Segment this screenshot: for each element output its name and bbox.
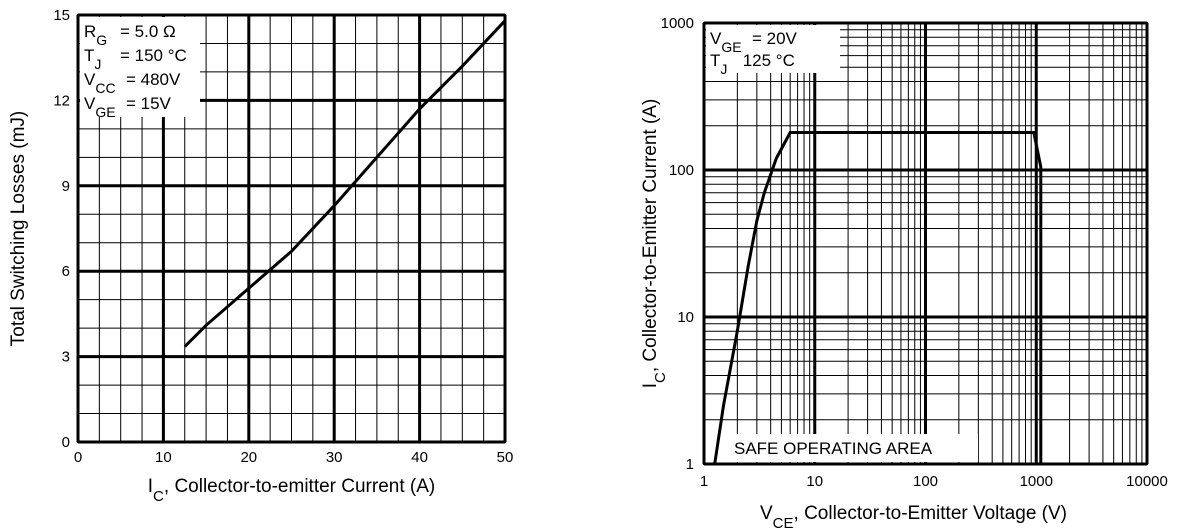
left-x-tick-label: 0 — [74, 449, 82, 466]
left-condition-0-value: = 5.0 Ω — [120, 22, 176, 41]
right-y-label-main: I — [640, 383, 661, 388]
left-condition-1-value: = 150 °C — [120, 46, 187, 65]
left-tick-labels: 0 10 20 30 40 50 0 3 6 9 12 15 — [53, 7, 513, 466]
left-x-label-sub: C — [153, 488, 164, 505]
left-x-tick-label: 40 — [411, 449, 428, 466]
left-y-tick-label: 6 — [62, 263, 70, 280]
left-condition-1: TJ = 150 °C — [84, 46, 187, 72]
right-condition-1-value: 125 °C — [738, 51, 795, 70]
right-grid — [702, 21, 1149, 466]
left-y-tick-label: 15 — [53, 7, 70, 24]
right-x-label-rest: , Collector-to-Emitter Voltage (V) — [794, 503, 1067, 524]
right-condition-1: TJ 125 °C — [710, 51, 795, 77]
left-y-tick-label: 0 — [62, 434, 70, 451]
right-x-tick-label: 100 — [913, 473, 938, 490]
left-condition-2-subscript: CC — [95, 80, 115, 96]
right-x-tick-label: 10000 — [1126, 473, 1168, 490]
left-condition-2-value: = 480V — [126, 70, 181, 89]
left-conditions-box — [80, 17, 200, 117]
left-y-tick-label: 12 — [53, 92, 70, 109]
left-condition-0-symbol: R — [84, 22, 96, 41]
right-y-tick-label: 10 — [677, 309, 694, 326]
left-condition-3: VGE = 15V — [84, 94, 172, 120]
left-x-label-rest: , Collector-to-emitter Current (A) — [164, 476, 435, 497]
left-y-tick-label: 9 — [62, 178, 70, 195]
right-condition-0-value: = 20V — [752, 29, 798, 48]
left-condition-1-subscript: J — [94, 56, 101, 72]
right-soa-label-box — [726, 434, 978, 462]
right-x-tick-label: 10 — [806, 473, 823, 490]
right-condition-0-symbol: V — [710, 29, 722, 48]
right-y-tick-label: 1 — [686, 456, 694, 473]
right-y-label-rest: , Collector-to-Emitter Current (A) — [640, 99, 661, 372]
right-x-tick-label: 1000 — [1020, 473, 1053, 490]
left-condition-1-symbol: T — [84, 46, 94, 65]
left-y-tick-label: 3 — [62, 349, 70, 366]
right-condition-1-subscript: J — [720, 61, 727, 77]
right-plot-frame — [703, 22, 1148, 465]
left-condition-2-symbol: V — [84, 70, 96, 89]
right-x-label-sub: CE — [773, 515, 794, 531]
right-condition-0: VGE = 20V — [710, 29, 798, 55]
left-series-line — [183, 19, 507, 348]
left-x-tick-label: 30 — [326, 449, 343, 466]
left-condition-2: VCC = 480V — [84, 70, 181, 96]
left-x-axis-label: IC, Collector-to-emitter Current (A) — [148, 476, 435, 505]
right-soa-label: SAFE OPERATING AREA — [734, 439, 933, 458]
right-conditions-text: VGE = 20V TJ 125 °C — [710, 29, 798, 77]
right-series-line — [713, 131, 1043, 465]
left-condition-0: RG = 5.0 Ω — [84, 22, 176, 48]
left-condition-3-symbol: V — [84, 94, 96, 113]
left-condition-3-subscript: GE — [95, 104, 115, 120]
left-condition-0-subscript: G — [96, 32, 107, 48]
left-plot-frame — [77, 14, 506, 443]
right-x-tick-label: 1 — [700, 473, 708, 490]
right-y-label-sub: C — [652, 372, 669, 383]
right-conditions-box — [706, 25, 840, 73]
left-x-tick-label: 10 — [155, 449, 172, 466]
right-y-tick-label: 1000 — [661, 15, 694, 32]
left-x-label-main: I — [148, 476, 153, 497]
right-tick-labels: 1 10 100 1000 10000 1 10 100 1000 — [661, 15, 1168, 490]
right-x-axis-label: VCE, Collector-to-Emitter Voltage (V) — [760, 503, 1067, 531]
right-x-label-main: V — [760, 503, 773, 524]
right-y-tick-label: 100 — [669, 162, 694, 179]
right-condition-0-subscript: GE — [721, 39, 741, 55]
left-x-tick-label: 20 — [240, 449, 257, 466]
left-x-tick-label: 50 — [497, 449, 514, 466]
chart-left: 0 10 20 30 40 50 0 3 6 9 12 15 RG = 5.0 Ω TJ = 150 °C V… — [8, 7, 513, 505]
right-condition-1-symbol: T — [710, 51, 720, 70]
right-y-axis-label: IC, Collector-to-Emitter Current (A) — [640, 99, 669, 389]
left-condition-3-value: = 15V — [126, 94, 172, 113]
left-y-axis-label: Total Switching Losses (mJ) — [8, 111, 29, 346]
